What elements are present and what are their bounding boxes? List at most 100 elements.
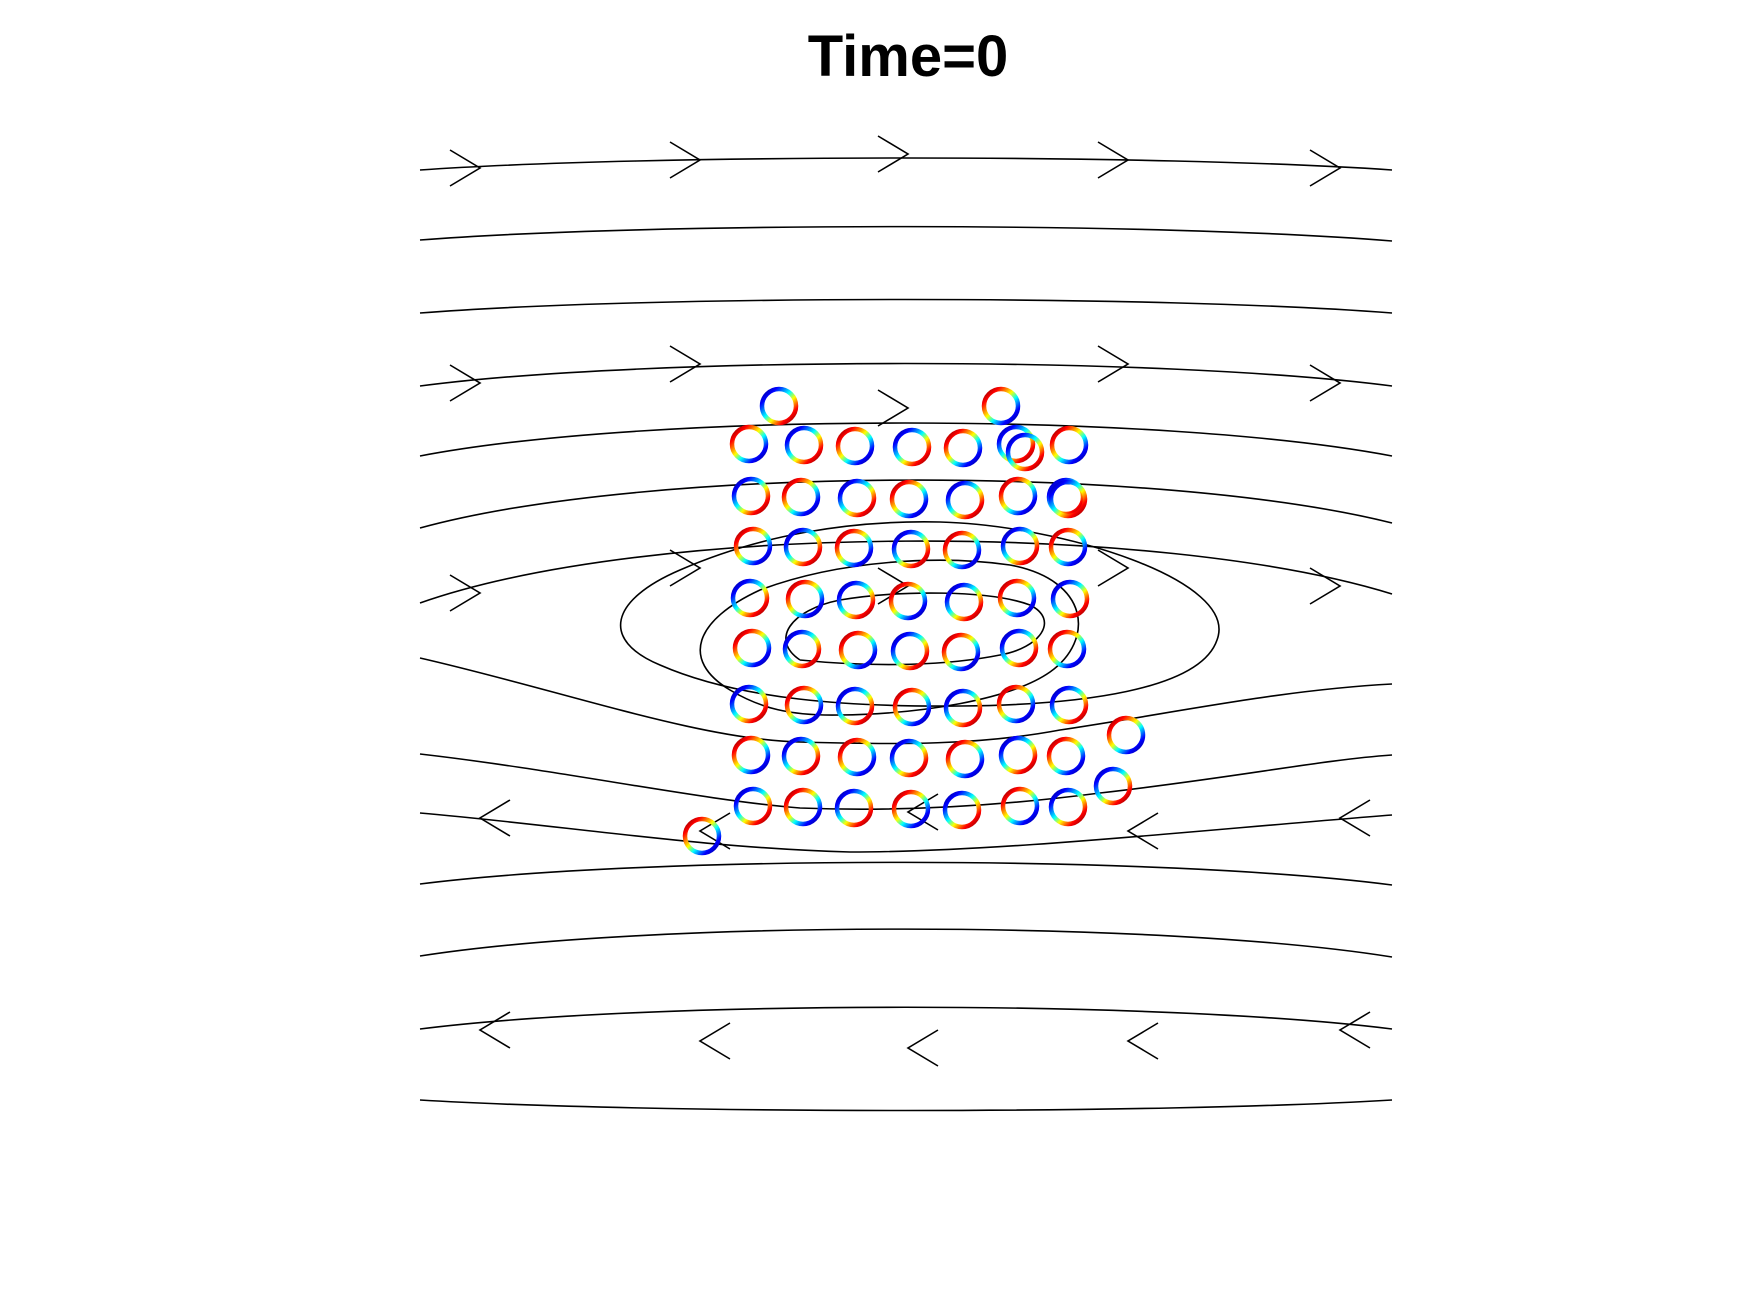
- streamline: [419, 1006, 1393, 1030]
- ring: [1049, 685, 1089, 725]
- streamline: [419, 657, 1393, 745]
- streamline: [419, 753, 1393, 811]
- ring: [732, 628, 772, 668]
- streamline: [419, 422, 1393, 457]
- ring: [783, 787, 823, 827]
- arrow-right: [449, 149, 482, 187]
- arrow-left: [1126, 812, 1159, 850]
- ring: [892, 427, 932, 467]
- streamline: [419, 1099, 1393, 1112]
- arrow-right: [1309, 149, 1342, 187]
- ring: [943, 688, 983, 728]
- ring: [682, 816, 722, 856]
- ring: [889, 479, 929, 519]
- rings: [682, 386, 1146, 856]
- streamlines: [419, 157, 1393, 1112]
- streamline: [419, 540, 1393, 604]
- ring: [785, 579, 825, 619]
- ring: [729, 684, 769, 724]
- ring: [1048, 787, 1088, 827]
- ring: [942, 790, 982, 830]
- ring: [1048, 527, 1088, 567]
- arrow-right: [449, 574, 482, 612]
- arrow-right: [669, 345, 702, 383]
- ring: [891, 529, 931, 569]
- ring: [996, 684, 1036, 724]
- ring: [782, 629, 822, 669]
- ring: [784, 425, 824, 465]
- ring: [733, 526, 773, 566]
- streamline: [419, 479, 1393, 529]
- ring: [889, 738, 929, 778]
- ring: [837, 478, 877, 518]
- arrow-left: [698, 1022, 731, 1060]
- ring: [781, 477, 821, 517]
- ring: [733, 786, 773, 826]
- ring: [944, 582, 984, 622]
- ring: [731, 476, 771, 516]
- ring: [1093, 766, 1133, 806]
- arrow-right: [1097, 549, 1130, 587]
- ring: [942, 530, 982, 570]
- arrow-left: [1338, 1011, 1371, 1049]
- ring: [998, 735, 1038, 775]
- ring: [1048, 479, 1088, 519]
- ring: [1046, 736, 1086, 776]
- streamline: [419, 362, 1393, 387]
- arrow-left: [698, 812, 731, 850]
- ring: [781, 736, 821, 776]
- ring: [888, 581, 928, 621]
- streamline: [419, 812, 1393, 853]
- ring: [784, 685, 824, 725]
- figure-title: Time=0: [807, 24, 1009, 89]
- arrow-left: [1126, 1022, 1159, 1060]
- arrow-right: [1097, 141, 1130, 179]
- ring: [890, 631, 930, 671]
- ring: [1106, 715, 1146, 755]
- arrow-right: [877, 135, 910, 173]
- ring: [837, 737, 877, 777]
- ring: [838, 630, 878, 670]
- ring: [1049, 425, 1089, 465]
- streamline: [419, 225, 1393, 242]
- ring: [835, 426, 875, 466]
- closed-orbit: [785, 592, 1046, 666]
- flow-arrows: [449, 135, 1371, 1067]
- arrow-left: [1338, 799, 1371, 837]
- ring: [945, 480, 985, 520]
- ring: [998, 476, 1038, 516]
- ring: [996, 424, 1036, 464]
- ring: [1050, 579, 1090, 619]
- ring: [836, 580, 876, 620]
- streamline: [419, 157, 1393, 171]
- ring: [783, 527, 823, 567]
- ring: [731, 735, 771, 775]
- ring: [981, 386, 1021, 426]
- arrow-right: [1309, 567, 1342, 605]
- closed-orbit: [619, 521, 1220, 707]
- ring: [1000, 526, 1040, 566]
- ring: [941, 632, 981, 672]
- arrow-left: [478, 799, 511, 837]
- arrow-right: [877, 389, 910, 427]
- streamline: [419, 298, 1393, 314]
- ring: [943, 428, 983, 468]
- arrow-right: [669, 549, 702, 587]
- ring: [997, 578, 1037, 618]
- arrow-right: [449, 364, 482, 402]
- ring: [759, 386, 799, 426]
- ring: [729, 424, 769, 464]
- ring: [1047, 629, 1087, 669]
- streamline: [419, 861, 1393, 886]
- arrow-right: [669, 141, 702, 179]
- arrow-left: [906, 1029, 939, 1067]
- arrow-right: [1309, 364, 1342, 402]
- ring: [1005, 432, 1045, 472]
- ring: [835, 686, 875, 726]
- streamline: [419, 928, 1393, 958]
- ring: [945, 739, 985, 779]
- ring: [834, 788, 874, 828]
- arrow-left: [478, 1011, 511, 1049]
- ring: [999, 628, 1039, 668]
